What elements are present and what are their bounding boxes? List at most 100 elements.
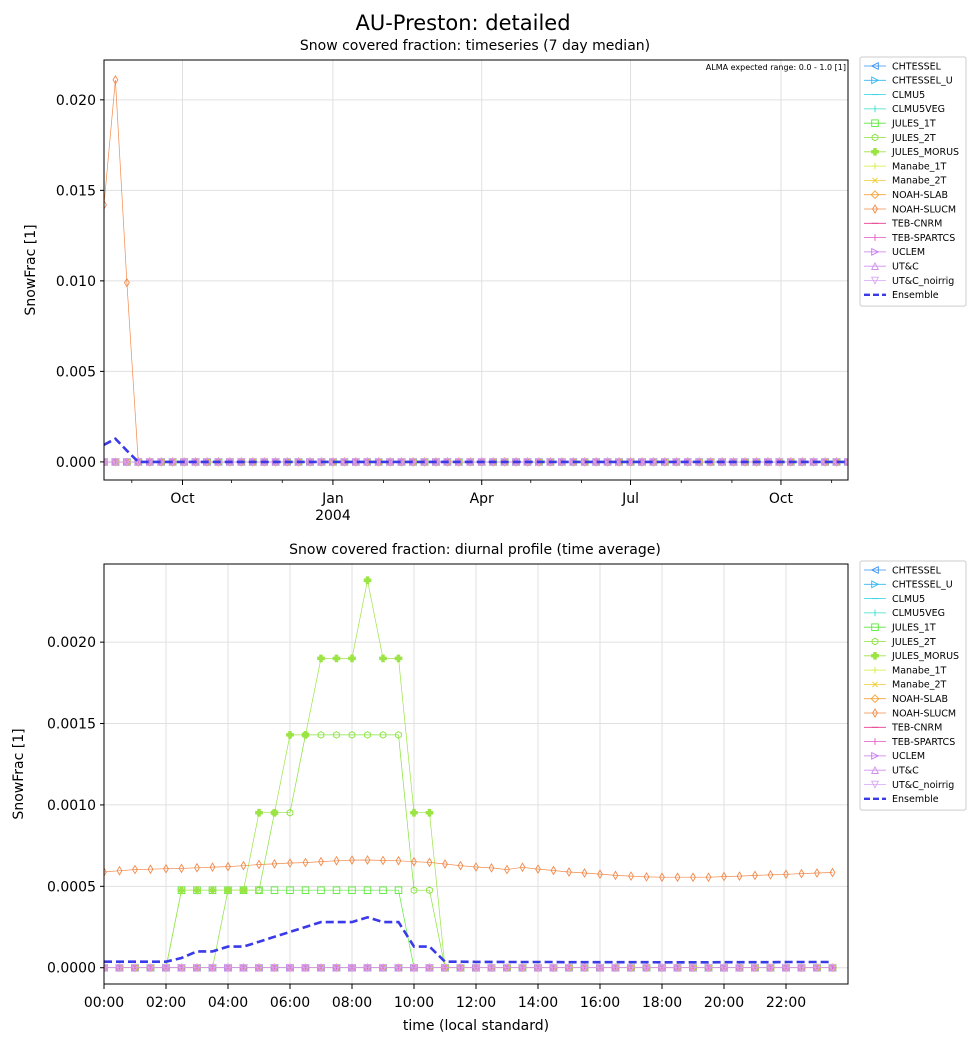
legend-label: Manabe_1T <box>892 665 947 676</box>
diurnal-legend-entry: CLMU5 <box>864 594 925 605</box>
diurnal-series-jules-2t-point <box>348 731 356 739</box>
diurnal-series-utandc-noirrig-point <box>208 963 217 973</box>
legend-label: JULES_2T <box>891 133 936 144</box>
diurnal-series-jules-2t-point <box>379 731 387 739</box>
legend-label: TEB-SPARTCS <box>891 233 955 244</box>
diurnal-series-utandc-noirrig-point <box>688 963 698 973</box>
diurnal-series-utandc-noirrig-point <box>177 963 186 973</box>
timeseries-series-utandc-noirrig-point <box>134 458 143 467</box>
legend-label: JULES_1T <box>891 119 936 130</box>
diurnal-series-noah-slucm-point <box>597 869 603 879</box>
diurnal-xtick-label: 16:00 <box>580 995 620 1011</box>
diurnal-series-noah-slucm-point <box>287 858 293 868</box>
diurnal-series-jules-2t-point <box>317 731 325 739</box>
diurnal-series-noah-slucm-point <box>829 867 836 878</box>
diurnal-legend-entry: UCLEM <box>864 751 925 762</box>
timeseries-legend-entry: JULES_MORUS <box>864 147 959 158</box>
diurnal-grid <box>103 564 848 984</box>
legend-label: CLMU5VEG <box>892 608 945 619</box>
diurnal-series-utandc-noirrig-point <box>564 963 574 973</box>
diurnal-panel: Snow covered fraction: diurnal profile (… <box>11 542 967 1034</box>
diurnal-series-noah-slucm-point <box>504 864 510 875</box>
diurnal-series-noah-slucm-point <box>690 872 696 883</box>
diurnal-ytick-label: 0.0015 <box>47 717 96 733</box>
legend-marker <box>871 162 879 170</box>
timeseries-legend-box <box>859 56 967 307</box>
diurnal-series-noah-slucm-point <box>132 864 138 875</box>
diurnal-series-ensemble-line <box>104 915 833 964</box>
timeseries-panel: Snow covered fraction: timeseries (7 day… <box>23 38 967 524</box>
timeseries-legend-entry: CLMU5 <box>864 90 925 101</box>
diurnal-series-jules-morus-point <box>394 654 403 663</box>
diurnal-series-utandc-noirrig-point <box>502 963 512 973</box>
diurnal-series-utandc-noirrig-point <box>394 963 403 973</box>
diurnal-legend-entry: Manabe_2T <box>864 680 947 691</box>
diurnal-series-noah-slucm-point <box>566 867 572 877</box>
diurnal-series-noah-slucm-point <box>581 868 588 878</box>
diurnal-series-utandc-noirrig-point <box>533 963 543 973</box>
legend-label: Manabe_2T <box>892 680 947 691</box>
legend-marker <box>870 276 880 285</box>
diurnal-series-jules-1t-point <box>379 886 387 894</box>
legend-label: CHTESSEL <box>892 565 942 576</box>
timeseries-series-noah-slucm-point <box>112 75 119 85</box>
diurnal-series-noah-slucm-point <box>349 855 355 865</box>
diurnal-xtick-label: 06:00 <box>270 995 310 1011</box>
legend-marker <box>871 637 879 646</box>
diurnal-series-jules-morus-point <box>177 886 186 895</box>
diurnal-series-jules-morus-point <box>239 886 248 895</box>
diurnal-series-utandc-noirrig-point <box>626 963 636 973</box>
legend-marker <box>871 623 879 631</box>
legend-marker <box>871 751 880 760</box>
diurnal-series-jules-morus-point <box>193 886 201 895</box>
diurnal-series-utandc-noirrig <box>104 963 837 973</box>
legend-label: Manabe_1T <box>892 161 947 172</box>
timeseries-series-noah-slucm-point <box>104 199 107 210</box>
timeseries-ytick-label: 0.015 <box>56 183 96 199</box>
diurnal-series-noah-slucm-point <box>147 864 154 875</box>
legend-marker <box>871 580 880 589</box>
diurnal-series-noah-slucm-point <box>705 872 712 883</box>
legend-label: JULES_MORUS <box>891 651 959 662</box>
diurnal-series-utandc-noirrig-point <box>549 963 558 973</box>
diurnal-series-utandc-noirrig-point <box>104 963 109 973</box>
diurnal-series-jules-morus-point <box>348 654 356 663</box>
diurnal-ytick-label: 0.0010 <box>47 798 96 814</box>
diurnal-series-noah-slucm-point <box>442 859 448 869</box>
legend-marker <box>870 261 880 270</box>
diurnal-ylabel: SnowFrac [1] <box>11 728 27 819</box>
timeseries-series <box>104 75 848 467</box>
diurnal-series-noah-slucm-point <box>519 862 526 873</box>
diurnal-series-noah-slucm-point <box>752 870 758 881</box>
diurnal-series-jules-morus-point <box>317 654 325 663</box>
diurnal-legend-entry: TEB-SPARTCS <box>864 737 955 748</box>
diurnal-series-jules-morus-point <box>332 654 341 663</box>
diurnal-series-utandc-noirrig-point <box>161 963 171 973</box>
diurnal-series <box>104 576 837 973</box>
diurnal-series-noah-slucm-point <box>457 860 464 871</box>
diurnal-series-noah-slucm-point <box>104 867 107 877</box>
diurnal-series-utandc-noirrig-point <box>781 963 791 973</box>
legend-marker <box>872 177 878 184</box>
diurnal-series-noah-slucm-point <box>411 856 417 867</box>
legend-marker <box>871 651 879 660</box>
diurnal-series-utandc-noirrig-point <box>657 963 667 973</box>
diurnal-series-jules-2t-point <box>286 808 294 817</box>
legend-marker <box>872 708 878 718</box>
diurnal-series-noah-slucm-point <box>209 862 216 872</box>
diurnal-series-utandc-noirrig-point <box>642 963 651 973</box>
diurnal-series-utandc-noirrig-point <box>440 963 450 973</box>
diurnal-series-jules-morus-point <box>363 576 372 585</box>
diurnal-series-jules-2t-line <box>104 734 833 969</box>
diurnal-legend-entry: UT&C <box>864 766 919 777</box>
diurnal-series-utandc-noirrig-point <box>812 963 822 973</box>
diurnal-series-noah-slucm-point <box>395 855 402 866</box>
legend-marker <box>870 694 880 704</box>
diurnal-series-noah-slucm-point <box>783 869 789 880</box>
legend-marker <box>871 133 879 142</box>
diurnal-series-utandc-noirrig-point <box>595 963 605 973</box>
diurnal-series-jules-1t-point <box>270 886 279 894</box>
legend-label: CHTESSEL_U <box>892 76 953 87</box>
diurnal-series-utandc-noirrig-point <box>347 963 357 973</box>
timeseries-series-utandc-noirrig-point <box>111 458 120 467</box>
